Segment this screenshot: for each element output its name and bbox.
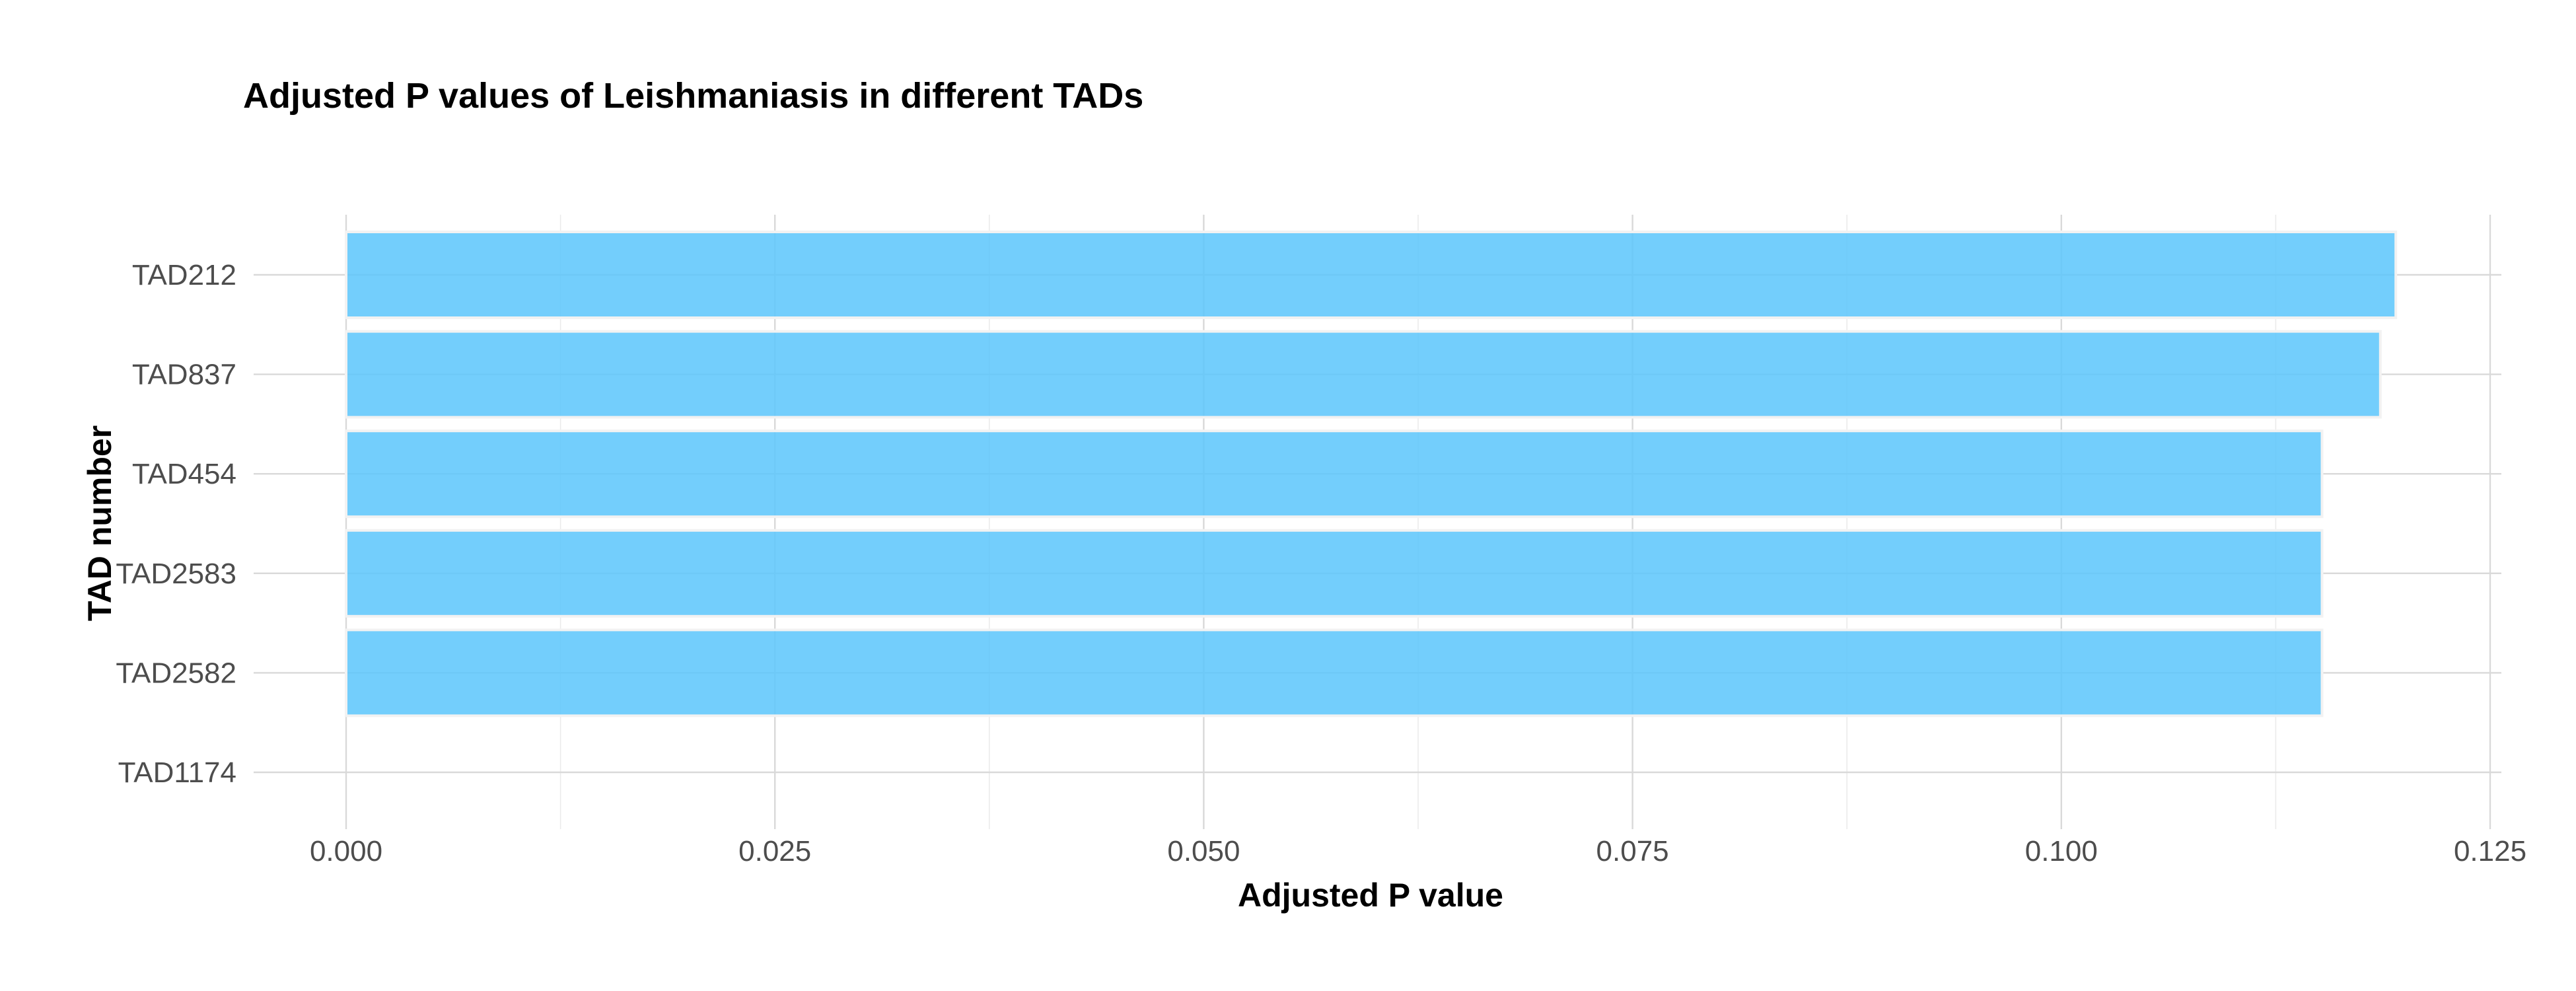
y-tick-label: TAD837 bbox=[132, 359, 236, 391]
bar-tad454 bbox=[345, 429, 2324, 519]
x-axis-tick-labels: 0.000 0.025 0.050 0.075 0.100 0.125 bbox=[310, 835, 2526, 867]
y-tick-label: TAD1174 bbox=[118, 756, 236, 789]
y-axis-tick-labels: TAD212 TAD837 TAD454 TAD2583 TAD2582 TAD1174 bbox=[116, 259, 236, 789]
x-tick-label: 0.075 bbox=[1596, 835, 1669, 867]
bar-tad2583 bbox=[345, 529, 2324, 618]
chart-title: Adjusted P values of Leishmaniasis in di… bbox=[243, 76, 1143, 116]
bar-tad837 bbox=[345, 330, 2382, 419]
y-tick-label: TAD212 bbox=[132, 259, 236, 291]
bar-tad2582 bbox=[345, 628, 2324, 717]
x-axis-title: Adjusted P value bbox=[1238, 877, 1503, 914]
y-tick-label: TAD2583 bbox=[116, 558, 236, 590]
x-tick-label: 0.125 bbox=[2454, 835, 2526, 867]
x-tick-label: 0.000 bbox=[310, 835, 382, 867]
x-tick-label: 0.050 bbox=[1167, 835, 1240, 867]
y-tick-label: TAD454 bbox=[132, 458, 236, 490]
y-tick-label: TAD2582 bbox=[116, 657, 236, 689]
y-axis-title: TAD number bbox=[81, 425, 118, 621]
x-tick-label: 0.025 bbox=[738, 835, 811, 867]
bar-tad212 bbox=[345, 231, 2398, 319]
x-tick-label: 0.100 bbox=[2025, 835, 2098, 867]
bars bbox=[345, 231, 2398, 717]
